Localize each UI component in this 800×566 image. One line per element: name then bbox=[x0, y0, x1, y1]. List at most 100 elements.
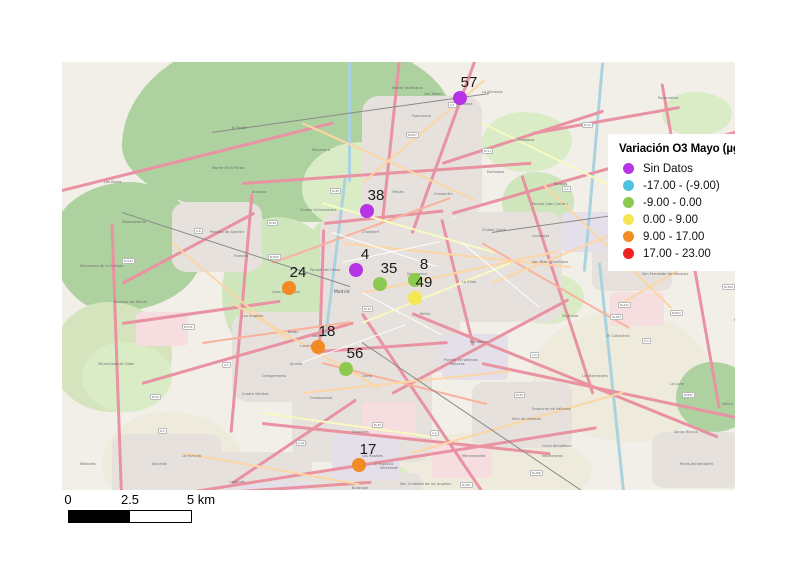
road-shield-label: M-832 bbox=[682, 392, 695, 398]
map-place-label: La Moraleja bbox=[482, 90, 503, 94]
map-place-label: Chamartín bbox=[434, 192, 453, 196]
map-place-label: Monte Valdelatas bbox=[392, 86, 423, 90]
map-place-label: Mercamadrid bbox=[462, 454, 486, 458]
map-place-label: Batán bbox=[288, 330, 299, 334]
road-shield-label: M-823 bbox=[670, 310, 683, 316]
legend-row: -9.00 - 0.00 bbox=[619, 194, 735, 211]
map-place-label: Los Rosales bbox=[362, 454, 383, 458]
road-shield-label: A-1 bbox=[448, 102, 457, 108]
scale-tick-label: 2.5 bbox=[120, 492, 140, 507]
map-place-label: Villaviciosa de Odón bbox=[98, 362, 135, 366]
legend-items: Sin Datos -17.00 - (-9.00) -9.00 - 0.00 0.0… bbox=[619, 160, 735, 262]
legend-row: 9.00 - 17.00 bbox=[619, 228, 735, 245]
map-place-label: Vicálvaro bbox=[562, 314, 579, 318]
road-shield-label: M-203 bbox=[610, 314, 623, 320]
road-shield-label: A-42 bbox=[296, 440, 307, 446]
legend-swatch-icon bbox=[623, 163, 634, 174]
legend-title: Variación O3 Mayo (µg/m3) bbox=[619, 143, 735, 155]
map-place-label: San Blas - Canillejas bbox=[532, 260, 569, 264]
station-label: 57 bbox=[460, 74, 478, 91]
map-place-label: Los Berrocales bbox=[582, 374, 609, 378]
road-shield-label: M-45 bbox=[514, 392, 525, 398]
map-place-label: Hortaleza bbox=[487, 170, 505, 174]
station-marker[interactable] bbox=[352, 458, 366, 472]
map-place-label: Valdebebas bbox=[514, 138, 535, 142]
map-place-label: Cuatro Vientos bbox=[242, 392, 269, 396]
map-place-label: Carabanchel bbox=[310, 396, 333, 400]
area-east-urban bbox=[452, 212, 562, 322]
map-place-label: Usera bbox=[362, 374, 373, 378]
map-place-label: Paracuellos bbox=[658, 96, 679, 100]
station-label: 56 bbox=[346, 345, 364, 362]
map-place-label: San Fernando de Henares bbox=[642, 272, 688, 276]
legend-label: 0.00 - 9.00 bbox=[643, 213, 698, 226]
map-place-label: Mirasierra bbox=[312, 148, 330, 152]
legend-panel: Variación O3 Mayo (µg/m3) Sin Datos -17.0… bbox=[608, 134, 735, 271]
station-marker[interactable] bbox=[311, 340, 325, 354]
road-shield-label: M-513 bbox=[122, 258, 135, 264]
station-label: 49 bbox=[415, 274, 433, 291]
map-place-label: Chamberí bbox=[362, 230, 380, 234]
legend-label: 17.00 - 23.00 bbox=[643, 247, 711, 260]
road-shield-label: M-511 bbox=[182, 324, 195, 330]
river-manzanares bbox=[348, 62, 351, 182]
map-place-label: Ensanche de Vallecas bbox=[532, 407, 571, 411]
road-shield-label: M-11 bbox=[482, 148, 493, 154]
station-marker[interactable] bbox=[360, 204, 374, 218]
road-shield-label: A-2 bbox=[562, 186, 571, 192]
map-place-label: Valdecarros bbox=[542, 454, 563, 458]
station-marker[interactable] bbox=[408, 291, 422, 305]
map-place-label: Tetuán bbox=[392, 190, 404, 194]
map-place-label: Parque Juan Carlos I bbox=[532, 202, 568, 206]
map-place-label: La Elipa bbox=[462, 280, 477, 284]
map-place-label: Velilla bbox=[722, 402, 733, 406]
area-rivas-urban bbox=[652, 432, 735, 488]
map-panel[interactable]: MadridChamberíTetuánChamartínSalamancaRe… bbox=[62, 62, 735, 490]
map-place-label: La Luna bbox=[670, 382, 684, 386]
map-place-label: Mejorada del Campo bbox=[734, 318, 735, 322]
road-shield-label: M-40 bbox=[267, 220, 278, 226]
map-place-label: El Pardo bbox=[232, 126, 247, 130]
road-shield-label: M-30 bbox=[362, 306, 373, 312]
map-place-label: Leganés bbox=[230, 480, 245, 484]
station-marker[interactable] bbox=[408, 273, 422, 287]
map-place-label: Ciudad Lineal bbox=[482, 228, 507, 232]
legend-label: -9.00 - 0.00 bbox=[643, 196, 702, 209]
station-marker[interactable] bbox=[349, 263, 363, 277]
station-marker[interactable] bbox=[339, 362, 353, 376]
map-place-label: Barajas bbox=[554, 182, 568, 186]
map-place-label: Boadilla del Monte bbox=[114, 300, 148, 304]
map-place-label: Lucero bbox=[300, 344, 312, 348]
map-place-label: Villaverde bbox=[380, 466, 398, 470]
station-label: 35 bbox=[380, 260, 398, 277]
road-shield-label: A-6 bbox=[194, 228, 203, 234]
road-shield-label: M-45 bbox=[372, 422, 383, 428]
road-shield-label: A-3 bbox=[530, 352, 539, 358]
scale-bar-ticks: 0 2.5 5 km bbox=[62, 492, 262, 510]
road-shield-label: M-222 bbox=[618, 302, 631, 308]
area-torrejon-green bbox=[662, 92, 732, 136]
road-shield-label: M-40 bbox=[330, 188, 341, 194]
station-label: 4 bbox=[360, 246, 370, 263]
map-place-label: Fuencarral bbox=[412, 114, 431, 118]
area-getafe-industrial bbox=[242, 482, 312, 490]
legend-row: 17.00 - 23.00 bbox=[619, 245, 735, 262]
station-marker[interactable] bbox=[282, 281, 296, 295]
map-place-label: Madrid bbox=[334, 290, 350, 295]
scale-segment-light bbox=[130, 511, 191, 522]
legend-row: -17.00 - (-9.00) bbox=[619, 177, 735, 194]
scale-tick-label: 0 bbox=[64, 492, 72, 507]
legend-label: Sin Datos bbox=[643, 162, 693, 175]
map-place-label: Vallecas bbox=[450, 362, 465, 366]
station-label: 18 bbox=[318, 323, 336, 340]
station-marker[interactable] bbox=[373, 277, 387, 291]
map-place-label: Latina bbox=[312, 334, 324, 338]
legend-swatch-icon bbox=[623, 214, 634, 225]
road-shield-label: M-300 bbox=[722, 284, 735, 290]
scale-bar: 0 2.5 5 km bbox=[62, 492, 262, 523]
map-place-label: Aravaca bbox=[252, 190, 267, 194]
map-place-label: Móstoles bbox=[80, 462, 96, 466]
area-villaverde-industrial bbox=[332, 434, 400, 480]
station-marker[interactable] bbox=[453, 91, 467, 105]
map-place-label: Retiro bbox=[420, 312, 431, 316]
